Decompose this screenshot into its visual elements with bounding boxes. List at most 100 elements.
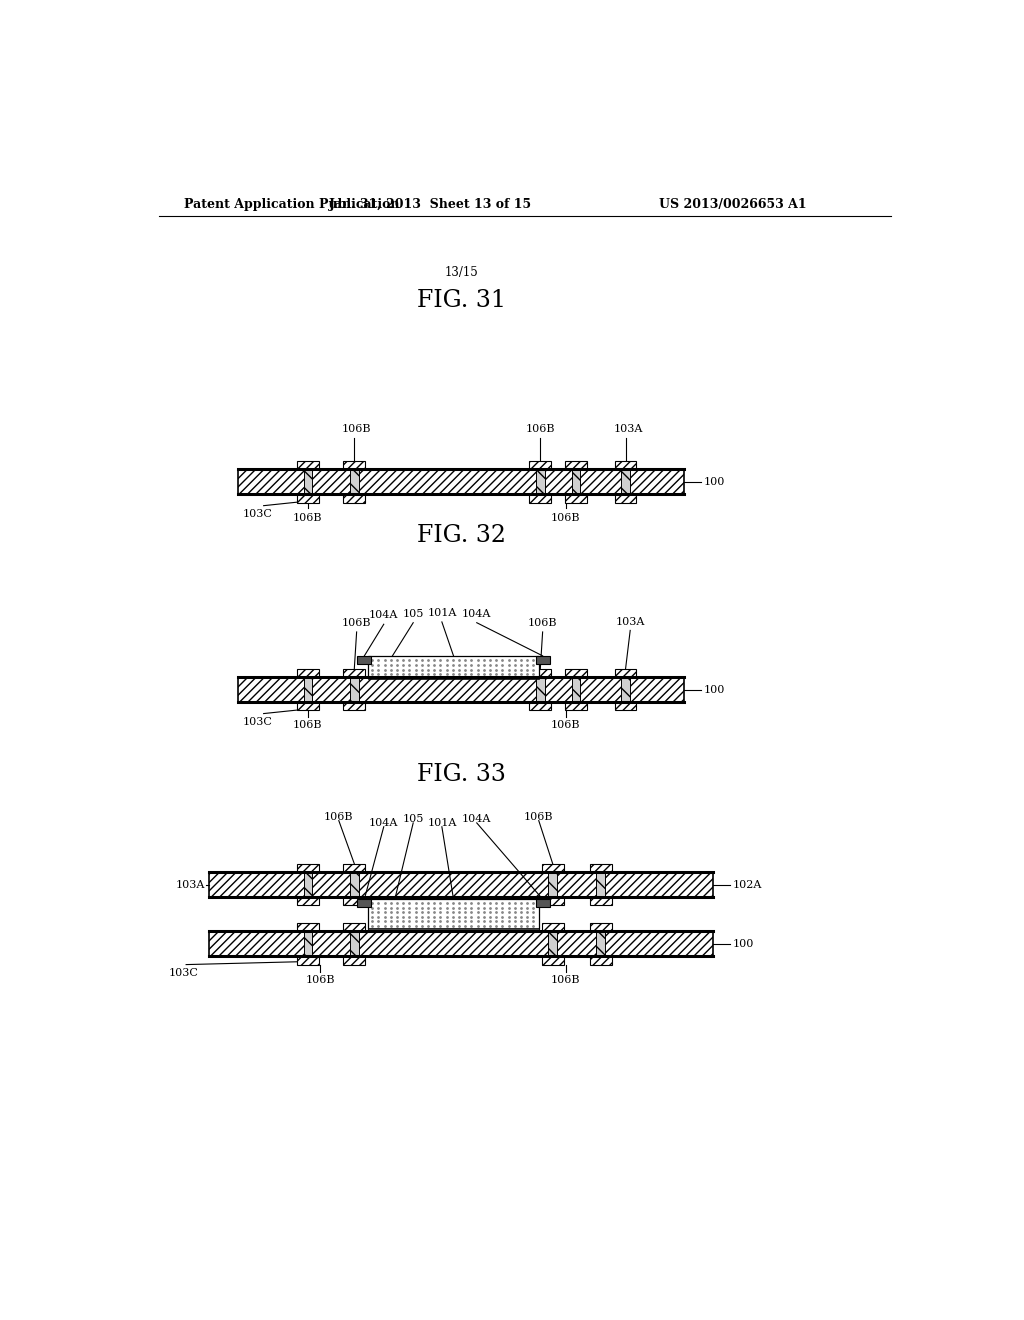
Bar [549,932,557,956]
Text: 106B: 106B [293,512,323,523]
Bar [590,863,611,873]
Text: 106B: 106B [551,512,581,523]
Bar [549,873,557,896]
Bar [614,702,636,710]
Text: 100: 100 [703,685,725,694]
Text: 106B: 106B [324,812,353,822]
Text: 106B: 106B [293,721,323,730]
Bar [343,863,366,873]
Text: 104A: 104A [369,818,398,829]
Bar [542,863,563,873]
Text: 103C: 103C [243,508,272,519]
Bar [303,873,312,896]
Bar [614,461,636,470]
Bar [542,956,563,965]
Bar [297,702,318,710]
Bar [209,932,713,956]
Text: US 2013/0026653 A1: US 2013/0026653 A1 [658,198,806,211]
Bar [350,932,358,956]
Bar [343,494,366,503]
Text: 103C: 103C [243,717,272,726]
Bar [536,470,545,494]
Bar [529,494,551,503]
Bar [529,702,551,710]
Text: 103A: 103A [615,616,645,627]
Text: 104A: 104A [369,610,398,620]
Text: 106B: 106B [342,424,372,434]
Text: 106B: 106B [551,974,581,985]
Bar [614,494,636,503]
Bar [209,873,713,896]
Bar [239,677,684,702]
Bar [343,896,366,906]
Bar [565,461,587,470]
Text: 106B: 106B [524,812,554,822]
Text: 106B: 106B [305,974,335,985]
Bar [565,494,587,503]
Bar [350,470,358,494]
Bar [542,923,563,932]
Bar [590,956,611,965]
Bar [571,677,581,702]
Bar [297,461,318,470]
Text: FIG. 31: FIG. 31 [417,289,506,313]
Text: Jan. 31, 2013  Sheet 13 of 15: Jan. 31, 2013 Sheet 13 of 15 [329,198,531,211]
Bar [297,863,318,873]
Bar [529,461,551,470]
Bar [565,702,587,710]
Bar [357,899,372,907]
Text: 104A: 104A [462,609,492,619]
Text: 101A: 101A [427,609,457,618]
Text: FIG. 32: FIG. 32 [417,524,506,548]
Bar [343,923,366,932]
Bar [622,470,630,494]
Text: 100: 100 [703,477,725,487]
Text: 104A: 104A [462,814,492,825]
Text: 103A: 103A [613,424,643,434]
Bar [297,956,318,965]
Bar [536,899,550,907]
Text: 105: 105 [402,814,424,825]
Bar [350,873,358,896]
Bar [303,470,312,494]
Text: 101A: 101A [427,818,457,829]
Bar [343,461,366,470]
Bar [565,669,587,677]
Bar [590,896,611,906]
Text: 106B: 106B [551,721,581,730]
Bar [303,932,312,956]
Bar [297,896,318,906]
Bar [369,656,539,677]
Bar [239,470,684,494]
Text: 105: 105 [402,609,424,619]
Bar [343,669,366,677]
Bar [622,677,630,702]
Bar [536,677,545,702]
Bar [350,677,358,702]
Bar [297,923,318,932]
Text: 103C: 103C [169,969,199,978]
Text: 13/15: 13/15 [444,265,478,279]
Bar [297,669,318,677]
Bar [369,899,539,929]
Bar [571,470,581,494]
Bar [597,873,605,896]
Bar [597,932,605,956]
Bar [542,896,563,906]
Bar [357,656,372,664]
Bar [590,923,611,932]
Bar [536,656,550,664]
Bar [303,677,312,702]
Bar [343,956,366,965]
Bar [343,702,366,710]
Text: 106B: 106B [528,618,557,628]
Bar [614,669,636,677]
Text: 103A: 103A [176,879,206,890]
Text: 106B: 106B [525,424,555,434]
Bar [529,669,551,677]
Text: Patent Application Publication: Patent Application Publication [183,198,399,211]
Text: 102A: 102A [732,879,762,890]
Bar [369,677,539,678]
Text: FIG. 33: FIG. 33 [417,763,506,785]
Bar [369,928,539,929]
